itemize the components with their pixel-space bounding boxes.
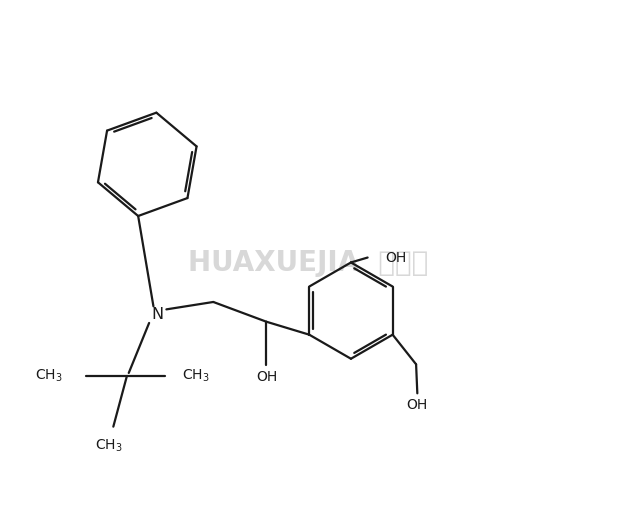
Text: CH$_3$: CH$_3$ bbox=[94, 438, 122, 454]
Text: OH: OH bbox=[406, 398, 428, 412]
Text: CH$_3$: CH$_3$ bbox=[183, 368, 210, 384]
Text: CH$_3$: CH$_3$ bbox=[35, 368, 63, 384]
Text: OH: OH bbox=[256, 370, 277, 384]
Text: N: N bbox=[152, 307, 164, 322]
Text: HUAXUEJIA  化学加: HUAXUEJIA 化学加 bbox=[188, 249, 428, 277]
Text: OH: OH bbox=[385, 251, 406, 265]
